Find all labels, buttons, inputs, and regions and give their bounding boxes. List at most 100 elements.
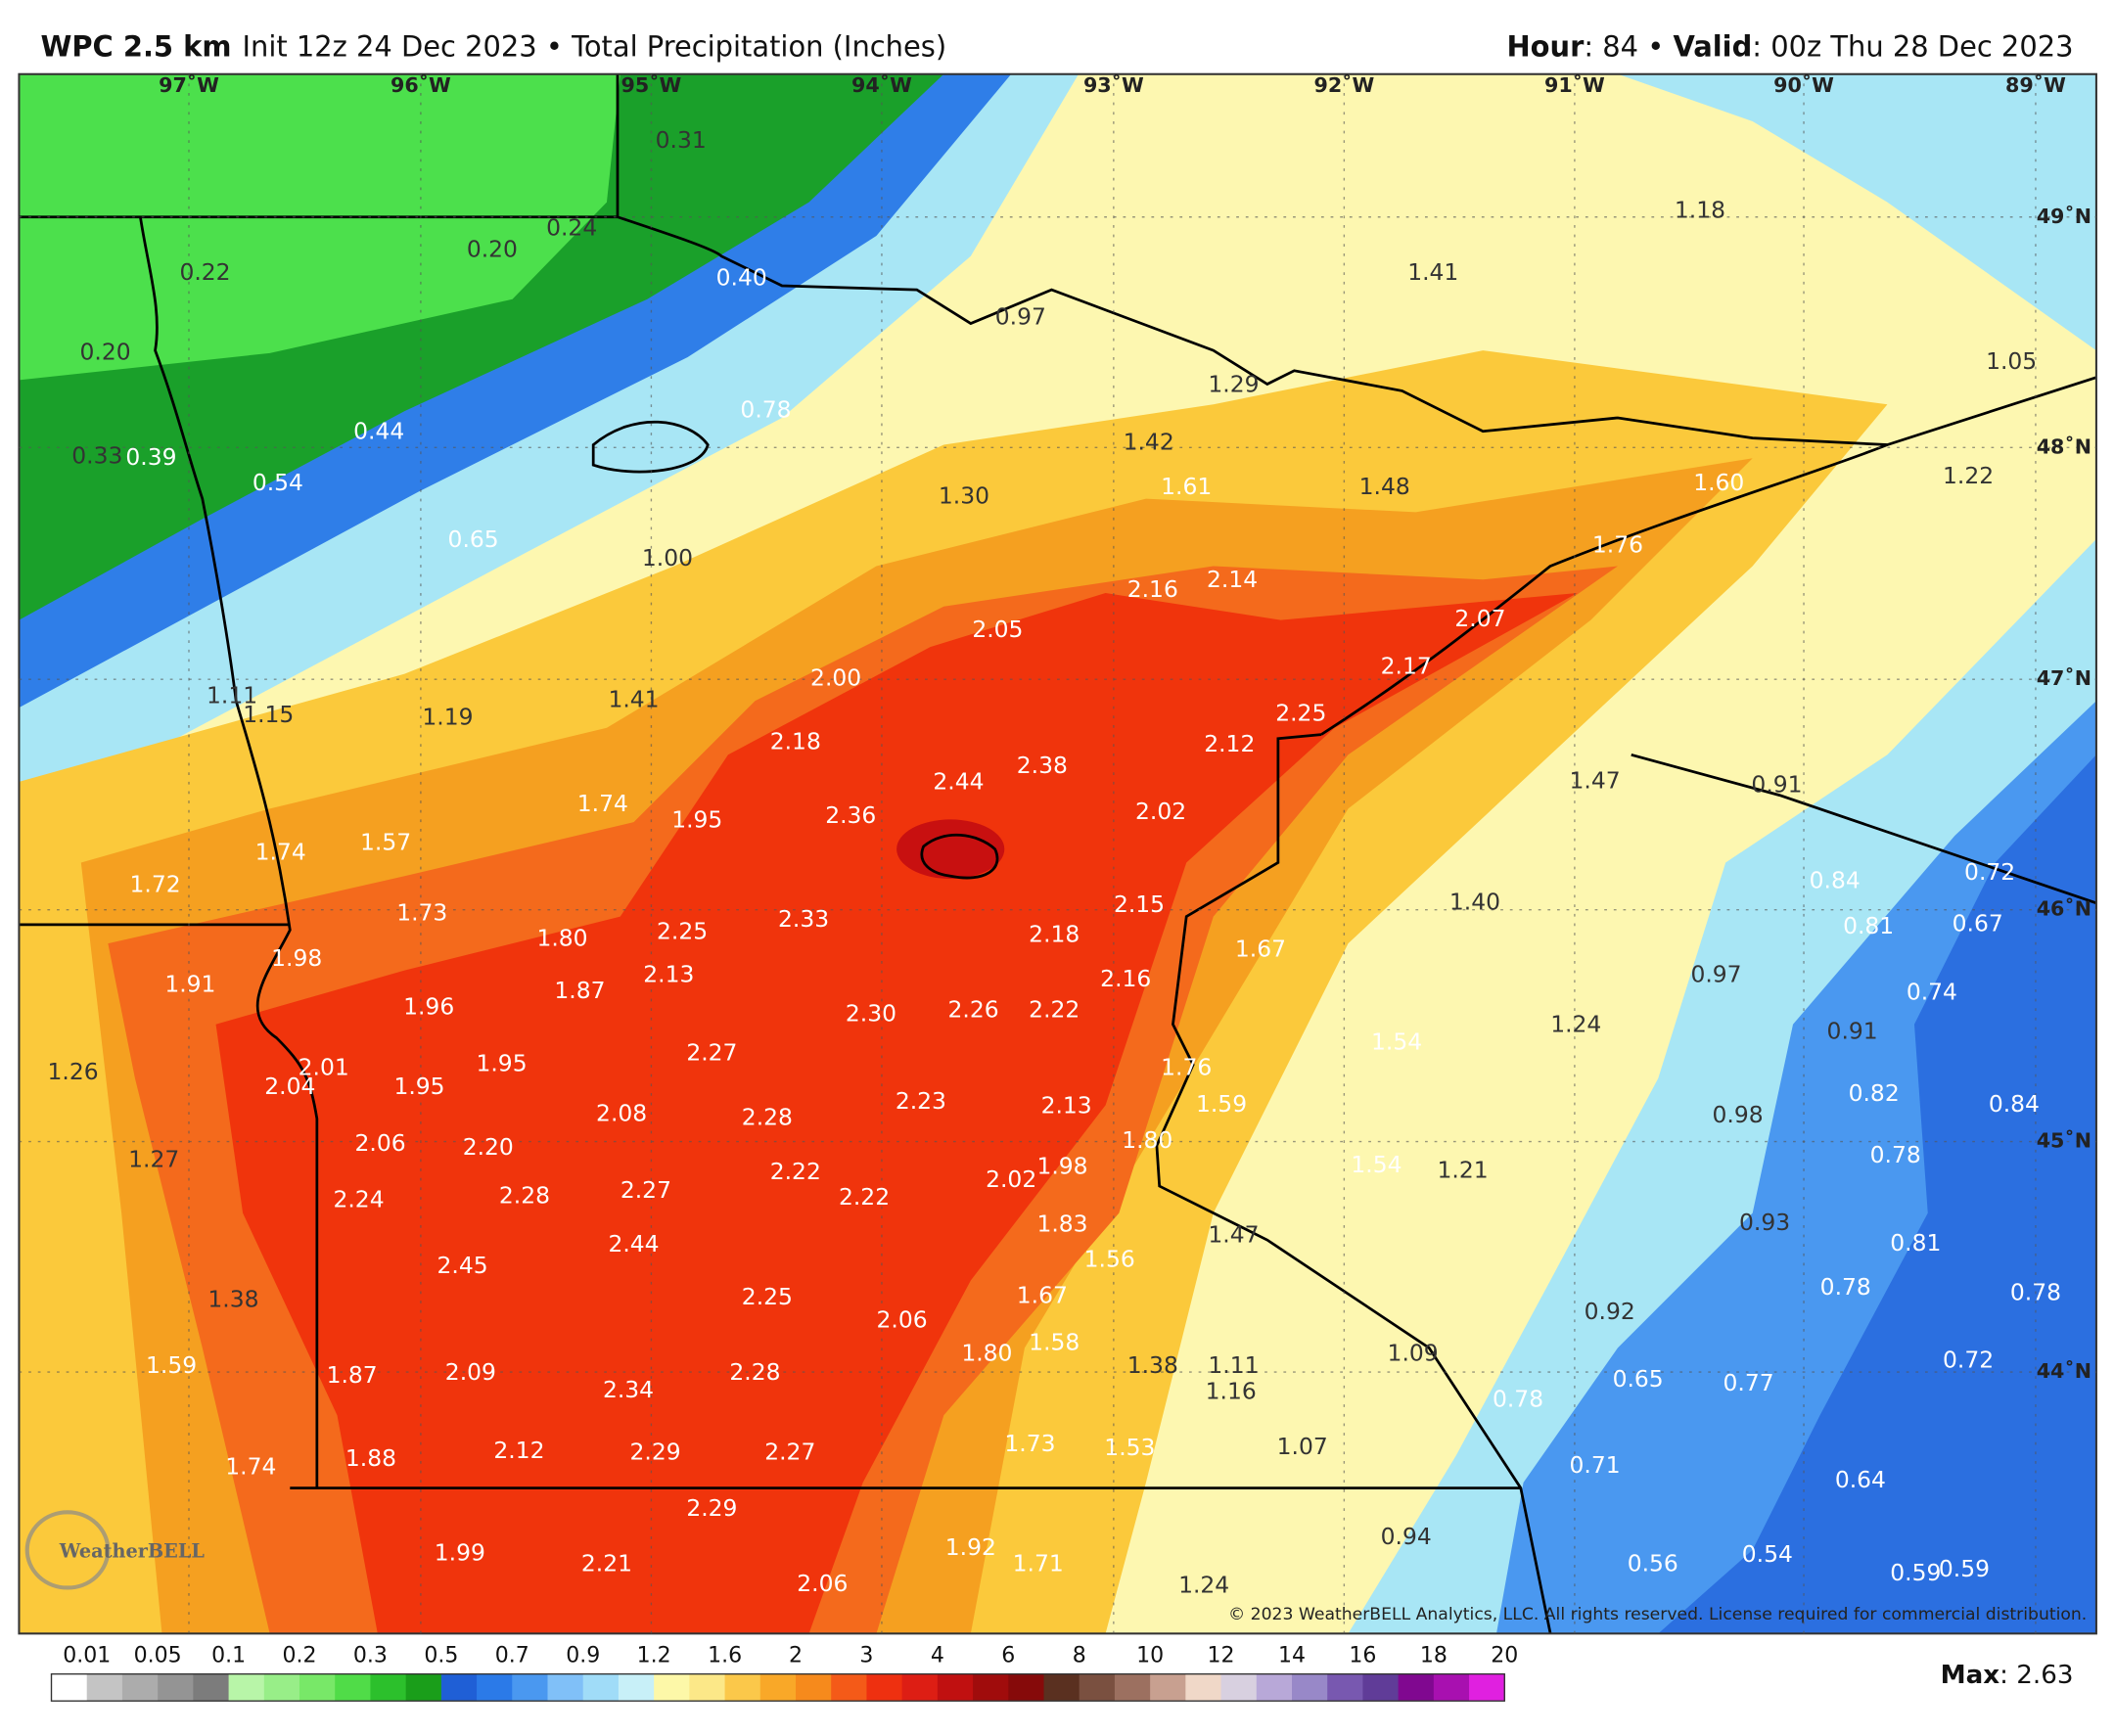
colorbar-label: 12 xyxy=(1208,1644,1235,1668)
precip-value: 2.13 xyxy=(1041,1091,1092,1119)
precip-value: 1.71 xyxy=(1013,1550,1064,1577)
precip-value: 2.12 xyxy=(1204,730,1255,757)
precip-value: 1.57 xyxy=(360,829,411,856)
precip-value: 0.84 xyxy=(1989,1090,2040,1118)
precip-value: 1.11 xyxy=(1208,1351,1259,1379)
longitude-label: 90˚W xyxy=(1773,73,1834,97)
colorbar-swatch xyxy=(51,1673,88,1702)
precip-value: 1.98 xyxy=(1036,1152,1087,1179)
colorbar-label: 1.6 xyxy=(708,1644,742,1668)
precip-value: 1.76 xyxy=(1161,1054,1212,1081)
precip-value: 2.25 xyxy=(657,918,708,945)
longitude-label: 89˚W xyxy=(2005,73,2066,97)
precip-value: 1.95 xyxy=(671,805,722,833)
field-max xyxy=(896,819,1005,880)
precip-value: 0.78 xyxy=(2010,1279,2061,1306)
colorbar-swatch xyxy=(689,1673,726,1702)
valid: : 00z Thu 28 Dec 2023 xyxy=(1752,30,2073,64)
colorbar-label: 16 xyxy=(1349,1644,1376,1668)
precip-value: 1.99 xyxy=(435,1539,485,1567)
colorbar-swatch xyxy=(582,1673,620,1702)
precip-value: 0.67 xyxy=(1953,909,2003,937)
colorbar-swatch xyxy=(158,1673,195,1702)
precip-value: 1.96 xyxy=(403,993,454,1021)
colorbar-swatch xyxy=(1185,1673,1222,1702)
latitude-label: 46˚N xyxy=(2037,897,2091,921)
precip-value: 2.15 xyxy=(1114,891,1165,918)
colorbar-label: 0.2 xyxy=(283,1644,317,1668)
precip-value: 1.22 xyxy=(1943,462,1994,489)
precip-value: 1.00 xyxy=(642,544,693,571)
colorbar-label: 0.1 xyxy=(211,1644,246,1668)
precip-value: 1.61 xyxy=(1161,473,1212,500)
precip-value: 0.65 xyxy=(448,525,499,553)
header-left: WPC 2.5 km Init 12z 24 Dec 2023 • Total P… xyxy=(40,30,946,64)
precip-value: 2.44 xyxy=(608,1230,659,1257)
precip-value: 0.72 xyxy=(1964,858,2015,886)
precip-value: 0.82 xyxy=(1849,1079,1900,1107)
colorbar-swatch xyxy=(370,1673,407,1702)
precip-value: 2.12 xyxy=(493,1437,544,1464)
colorbar-swatch xyxy=(1327,1673,1364,1702)
precip-value: 1.53 xyxy=(1104,1434,1155,1461)
colorbar-swatch xyxy=(1079,1673,1116,1702)
precip-value: 2.25 xyxy=(1275,699,1326,726)
precip-value: 1.59 xyxy=(1196,1090,1247,1118)
precip-value: 0.97 xyxy=(995,303,1046,331)
precip-value: 1.11 xyxy=(207,682,257,709)
precip-value: 2.38 xyxy=(1017,752,1068,779)
colorbar-swatch xyxy=(901,1673,939,1702)
precip-value: 1.21 xyxy=(1438,1156,1489,1183)
logo-swirl xyxy=(24,1510,111,1590)
precip-value: 2.27 xyxy=(686,1039,737,1067)
colorbar-label: 4 xyxy=(931,1644,944,1668)
longitude-label: 93˚W xyxy=(1083,73,1144,97)
precip-value: 0.33 xyxy=(71,441,122,469)
colorbar-label: 14 xyxy=(1278,1644,1306,1668)
precip-value: 2.02 xyxy=(986,1165,1036,1193)
colorbar-swatch xyxy=(937,1673,974,1702)
colorbar-label: 0.05 xyxy=(134,1644,182,1668)
valid-key: Valid xyxy=(1673,30,1752,64)
precip-value: 2.25 xyxy=(742,1283,793,1310)
precip-value: 2.14 xyxy=(1207,566,1258,593)
latitude-label: 45˚N xyxy=(2037,1129,2091,1153)
run-info: Init 12z 24 Dec 2023 • Total Precipitati… xyxy=(242,30,946,64)
precip-value: 2.27 xyxy=(620,1176,671,1204)
precip-value: 0.81 xyxy=(1843,912,1894,939)
precip-value: 2.16 xyxy=(1100,965,1151,992)
precip-value: 2.29 xyxy=(629,1438,680,1465)
graticule xyxy=(19,73,2096,1634)
precip-value: 1.07 xyxy=(1277,1433,1328,1460)
precip-value: 1.72 xyxy=(130,870,181,897)
colorbar-swatch xyxy=(1008,1673,1045,1702)
precip-value: 0.44 xyxy=(353,418,404,445)
colorbar-label: 2 xyxy=(789,1644,803,1668)
borders xyxy=(19,73,2096,1634)
precip-value: 1.73 xyxy=(396,898,447,926)
colorbar-swatch xyxy=(973,1673,1009,1702)
field-ne-lightblue xyxy=(1617,73,2096,351)
precip-value: 1.58 xyxy=(1029,1329,1080,1356)
precip-value: 2.06 xyxy=(877,1305,928,1333)
precip-value: 2.13 xyxy=(643,961,694,988)
precip-value: 2.04 xyxy=(264,1073,315,1100)
precip-value: 2.05 xyxy=(972,616,1023,643)
longitude-label: 91˚W xyxy=(1544,73,1605,97)
precip-value: 0.54 xyxy=(253,469,303,496)
max-value: : 2.63 xyxy=(1999,1661,2073,1690)
latitude-label: 47˚N xyxy=(2037,666,2091,690)
field-lightgreen xyxy=(19,73,620,381)
logo: WeatherBELL xyxy=(24,1510,205,1590)
colorbar-swatch xyxy=(228,1673,265,1702)
colorbar-label: 0.9 xyxy=(566,1644,600,1668)
copyright: © 2023 WeatherBELL Analytics, LLC. All r… xyxy=(1228,1605,2087,1624)
precip-value: 1.29 xyxy=(1208,370,1259,397)
precip-value: 1.24 xyxy=(1178,1572,1229,1599)
precip-value: 2.30 xyxy=(846,1000,896,1028)
colorbar-swatch xyxy=(477,1673,513,1702)
colorbar-swatch xyxy=(1043,1673,1080,1702)
precip-value: 0.93 xyxy=(1739,1209,1790,1236)
precip-value: 1.41 xyxy=(608,686,659,713)
